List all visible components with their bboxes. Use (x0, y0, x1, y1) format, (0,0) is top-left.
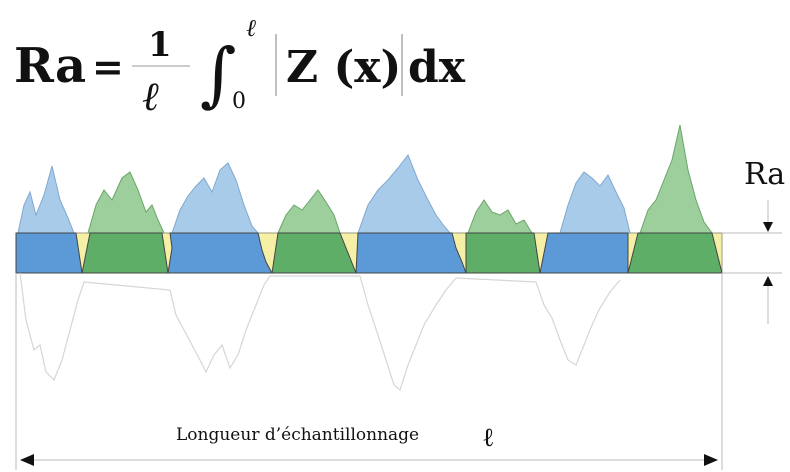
fill-2 (81, 232, 169, 274)
integral-sign: ∫ (200, 33, 236, 115)
integral-upper-limit: ℓ (246, 14, 256, 42)
length-dimension: Longueur d’échantillonnage ℓ (15, 273, 723, 470)
length-symbol: ℓ (482, 423, 494, 453)
ra-formula: Ra = 1 ℓ ∫ ℓ 0 Z (x) dx (14, 14, 466, 120)
integral-lower-limit: 0 (232, 89, 246, 114)
ra-top-arrowhead (763, 222, 773, 232)
fill-3 (167, 232, 273, 274)
formula-body: Z (x) (286, 42, 401, 93)
length-left-arrowhead (20, 454, 34, 466)
fill-6 (465, 232, 541, 274)
formula-denominator: ℓ (142, 74, 159, 120)
peak-1 (17, 165, 75, 234)
peak-8 (639, 124, 713, 234)
peak-4 (277, 189, 341, 234)
ghost-profile (19, 272, 621, 392)
fill-7 (539, 232, 629, 274)
fill-5 (355, 232, 467, 274)
roughness-profile (15, 124, 723, 392)
length-right-arrowhead (704, 454, 718, 466)
fill-8 (627, 232, 723, 274)
fill-1 (15, 232, 83, 274)
ra-dimension: Ra (722, 157, 785, 324)
peak-3 (171, 162, 260, 234)
peak-2 (87, 171, 165, 234)
peak-5 (357, 153, 452, 234)
length-caption: Longueur d’échantillonnage (176, 425, 419, 445)
formula-equals: = (92, 44, 124, 89)
peak-6 (467, 199, 533, 234)
ra-label: Ra (744, 157, 785, 192)
ra-bottom-arrowhead (763, 276, 773, 286)
formula-lhs: Ra (14, 38, 86, 94)
formula-differential: dx (408, 42, 466, 93)
formula-numerator: 1 (148, 25, 172, 65)
peak-7 (559, 171, 631, 234)
